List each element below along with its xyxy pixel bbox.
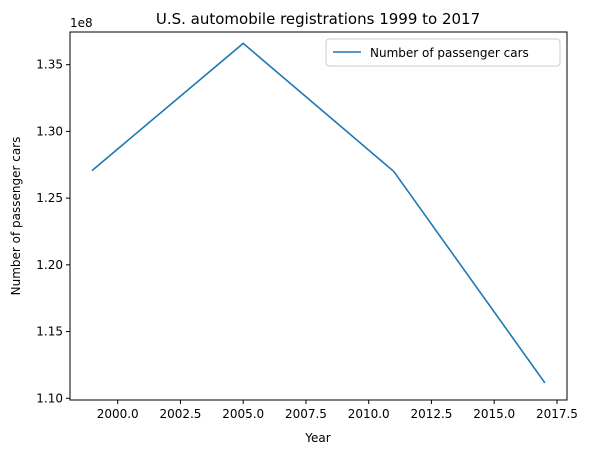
y-axis-label: Number of passenger cars — [9, 137, 23, 296]
x-tick-label: 2010.0 — [348, 407, 390, 421]
x-tick-label: 2002.5 — [159, 407, 201, 421]
y-tick-label: 1.35 — [36, 58, 63, 72]
legend: Number of passenger cars — [325, 38, 561, 67]
y-tick-label: 1.25 — [36, 191, 63, 205]
y-tick-label: 1.10 — [36, 391, 63, 405]
y-tick-label: 1.15 — [36, 325, 63, 339]
series-layer — [91, 42, 546, 384]
legend-label: Number of passenger cars — [370, 46, 529, 60]
series-line — [91, 42, 546, 384]
y-axis-ticks: 1.10 1.15 1.20 1.25 1.30 1.35 — [36, 58, 70, 405]
legend-box — [325, 38, 561, 67]
x-axis-label: Year — [304, 431, 330, 445]
x-axis-ticks: 2000.0 2002.5 2005.0 2007.5 2010.0 2012.5 2015… — [97, 400, 578, 421]
y-tick-label: 1.30 — [36, 124, 63, 138]
y-offset-label: 1e8 — [70, 16, 93, 30]
y-offset-text: 1e8 — [70, 16, 93, 30]
plot-area — [70, 32, 567, 400]
plot-frame — [69, 31, 568, 401]
x-tick-label: 2017.5 — [536, 407, 578, 421]
x-tick-label: 2015.0 — [473, 407, 515, 421]
x-tick-label: 2005.0 — [222, 407, 264, 421]
y-tick-label: 1.20 — [36, 258, 63, 272]
chart-title: U.S. automobile registrations 1999 to 20… — [156, 10, 480, 28]
x-tick-label: 2012.5 — [410, 407, 452, 421]
x-tick-label: 2000.0 — [97, 407, 139, 421]
x-tick-label: 2007.5 — [285, 407, 327, 421]
